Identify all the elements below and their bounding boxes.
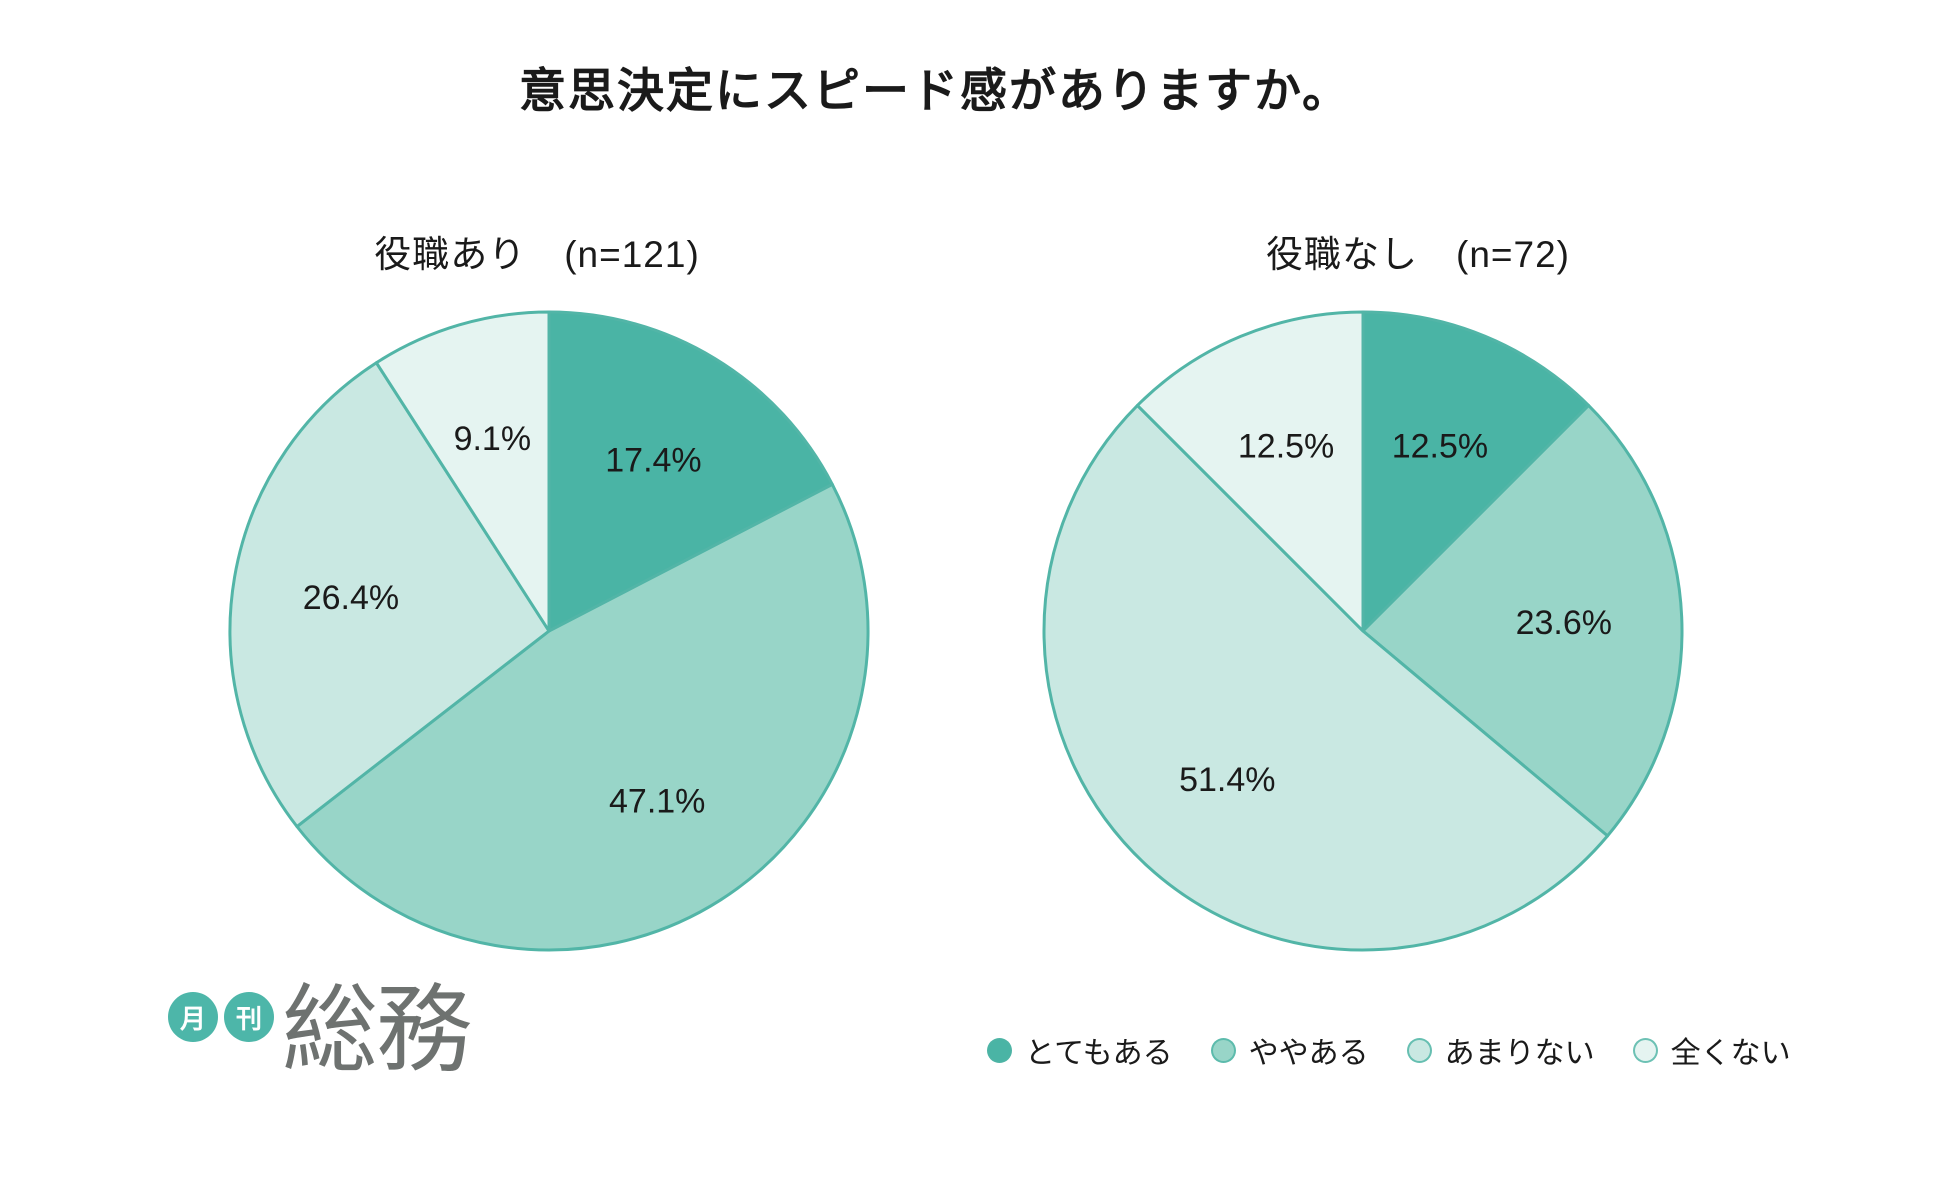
pie-slice-label: 23.6%	[1516, 604, 1612, 642]
legend-swatch	[987, 1037, 1012, 1063]
legend-swatch	[1632, 1037, 1658, 1063]
legend-swatch	[1210, 1037, 1236, 1063]
chart-legend: とてもある ややある あまりない 全くない	[987, 1028, 1791, 1072]
legend-item-全くない: 全くない	[1632, 1028, 1791, 1072]
left-pie-title: 役職あり (n=121)	[374, 234, 700, 275]
legend-label: ややある	[1248, 1037, 1369, 1070]
legend-label: とてもある	[1025, 1037, 1173, 1070]
pie-slice-label: 26.4%	[303, 579, 399, 617]
legend-swatch	[1406, 1037, 1432, 1063]
legend-item-とてもある: とてもある	[987, 1028, 1173, 1072]
pie-slice-label: 12.5%	[1238, 427, 1334, 465]
pie-slice-あまりない	[228, 361, 551, 829]
pie-slice-label: 47.1%	[609, 782, 705, 820]
logo-badge-gekkan: 月	[168, 992, 218, 1042]
pie-slice-label: 9.1%	[454, 420, 532, 458]
legend-label: あまりない	[1444, 1037, 1595, 1070]
pie-slice-ややある	[295, 482, 870, 952]
pie-slice-label: 51.4%	[1179, 761, 1275, 799]
pie-slice-とてもある	[1361, 310, 1591, 633]
chart-title: 意思決定にスピード感がありますか。	[518, 64, 1352, 117]
logo-badge-kan-glyph: 刊	[235, 1003, 262, 1034]
right-pie-title: 役職なし (n=72)	[1266, 234, 1570, 275]
logo-badge-gekkan-glyph: 月	[179, 1003, 206, 1034]
pie-slice-ややある	[1361, 403, 1684, 838]
pie-slice-label: 17.4%	[605, 441, 701, 479]
legend-label: 全くない	[1670, 1037, 1791, 1070]
pie-slice-全くない	[1135, 310, 1365, 633]
legend-item-あまりない: あまりない	[1406, 1028, 1595, 1072]
logo-wordmark-soumu: 総務	[282, 977, 472, 1084]
pie-slice-あまりない	[1042, 403, 1610, 952]
pie-slice-label: 12.5%	[1392, 427, 1488, 465]
legend-item-ややある: ややある	[1210, 1028, 1369, 1072]
pie-slice-全くない	[374, 310, 551, 633]
logo-badge-kan: 刊	[224, 992, 274, 1042]
pie-chart-yakushoku-ari: 17.4% 47.1% 26.4% 9.1%	[228, 310, 870, 952]
pie-chart-yakushoku-nashi: 12.5% 23.6% 51.4% 12.5%	[1042, 310, 1684, 952]
pie-slice-とてもある	[547, 310, 834, 633]
